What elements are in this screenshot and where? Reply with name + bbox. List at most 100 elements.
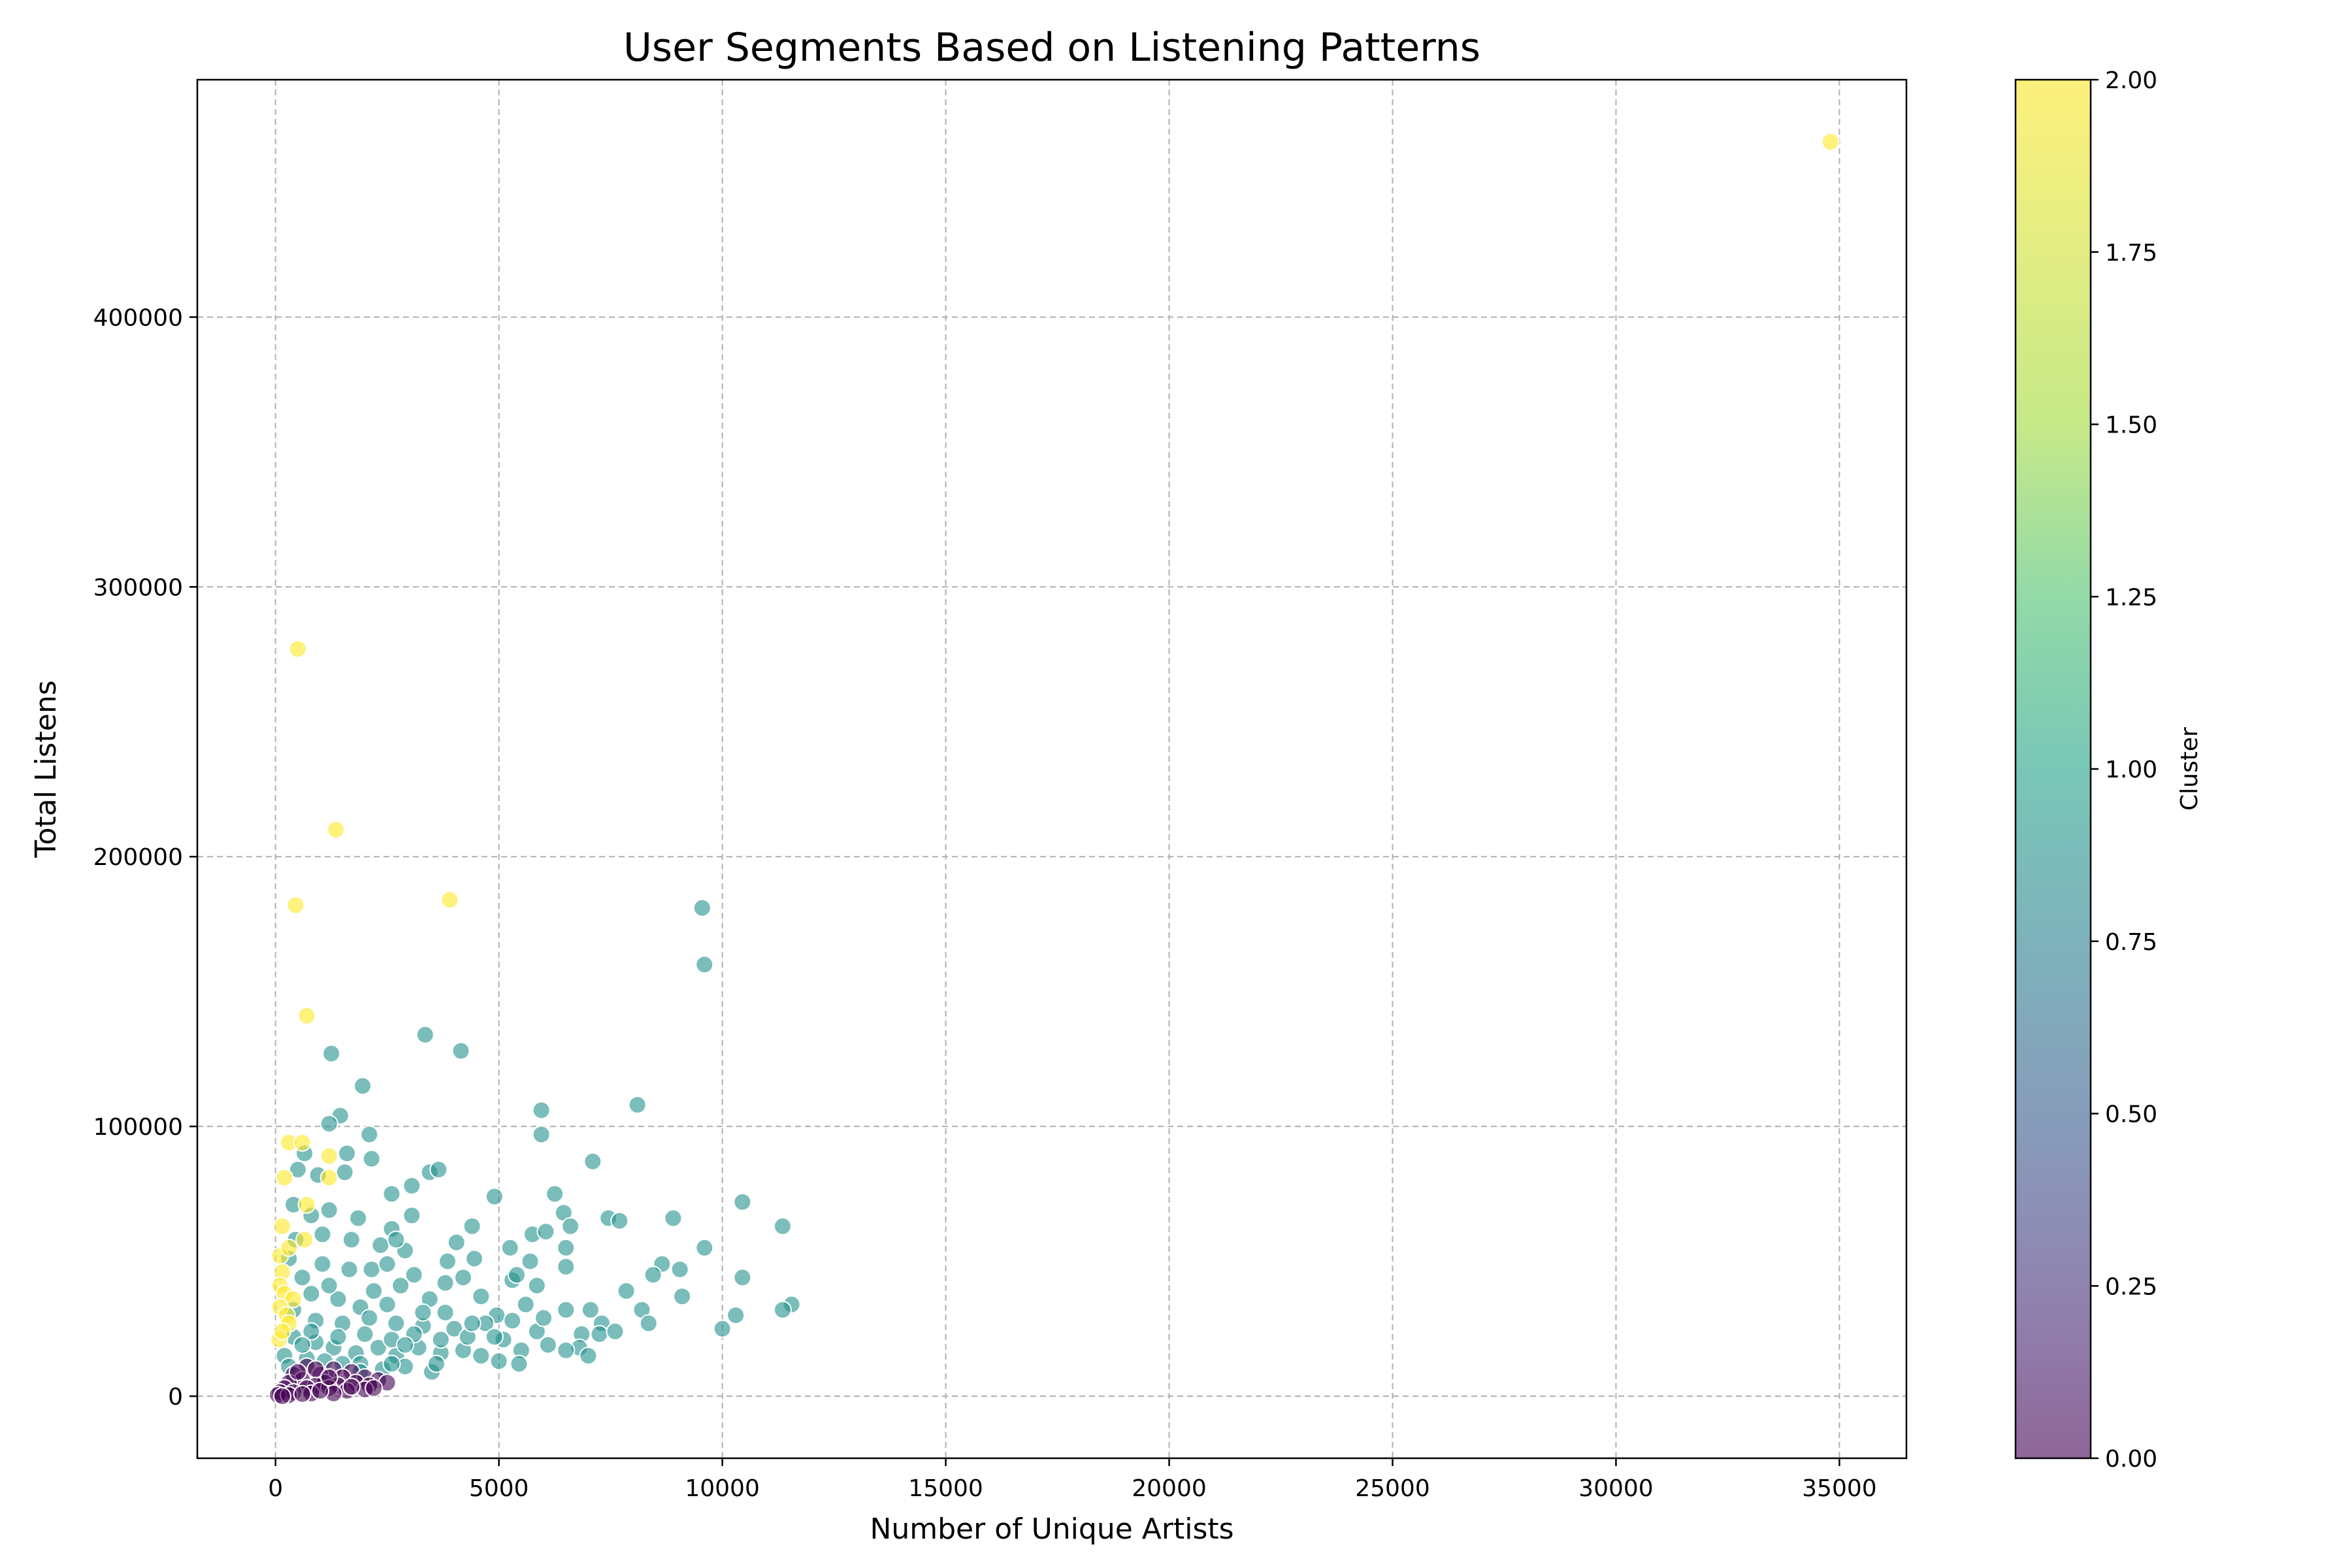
y-tick-label: 200000 bbox=[93, 844, 183, 871]
data-point-cluster-1 bbox=[438, 1252, 457, 1271]
plot-frame bbox=[196, 78, 1908, 1460]
data-point-cluster-1 bbox=[489, 1352, 508, 1371]
data-point-cluster-0 bbox=[365, 1379, 384, 1397]
data-point-cluster-1 bbox=[329, 1328, 348, 1347]
data-point-cluster-1 bbox=[713, 1319, 732, 1338]
data-point-cluster-0 bbox=[293, 1384, 312, 1403]
data-point-cluster-1 bbox=[606, 1322, 625, 1341]
data-point-cluster-1 bbox=[329, 1290, 348, 1309]
data-point-cluster-1 bbox=[365, 1281, 384, 1300]
data-point-cluster-1 bbox=[302, 1322, 321, 1341]
data-point-cluster-1 bbox=[463, 1217, 482, 1235]
data-point-cluster-2 bbox=[284, 1290, 303, 1309]
data-point-cluster-1 bbox=[546, 1184, 564, 1203]
data-point-cluster-1 bbox=[581, 1300, 600, 1319]
x-tick-label: 30000 bbox=[1578, 1475, 1654, 1502]
data-point-cluster-2 bbox=[297, 1006, 316, 1025]
data-point-cluster-1 bbox=[610, 1211, 629, 1230]
data-point-cluster-1 bbox=[445, 1319, 464, 1338]
data-point-cluster-1 bbox=[557, 1257, 576, 1276]
data-point-cluster-1 bbox=[536, 1222, 555, 1241]
colorbar-tick-label: 0.25 bbox=[2105, 1273, 2157, 1300]
data-point-cluster-0 bbox=[306, 1360, 325, 1379]
data-point-cluster-2 bbox=[327, 820, 346, 839]
data-point-cluster-1 bbox=[644, 1266, 662, 1284]
data-point-cluster-1 bbox=[557, 1238, 576, 1257]
data-point-cluster-1 bbox=[391, 1276, 410, 1295]
data-point-cluster-1 bbox=[583, 1152, 602, 1171]
data-point-cluster-0 bbox=[311, 1381, 330, 1400]
data-point-cluster-1 bbox=[670, 1260, 689, 1279]
data-point-cluster-1 bbox=[451, 1041, 470, 1060]
data-point-cluster-1 bbox=[532, 1101, 551, 1120]
data-point-cluster-2 bbox=[272, 1322, 291, 1341]
data-point-cluster-1 bbox=[534, 1309, 553, 1328]
data-point-cluster-1 bbox=[500, 1238, 519, 1257]
data-point-cluster-1 bbox=[485, 1328, 504, 1347]
data-point-cluster-1 bbox=[319, 1201, 338, 1220]
colorbar-gradient bbox=[2016, 80, 2091, 1458]
data-point-cluster-0 bbox=[342, 1377, 361, 1396]
data-point-cluster-2 bbox=[272, 1217, 291, 1235]
data-point-cluster-1 bbox=[313, 1254, 332, 1273]
x-axis-ticks: 0 5000 10000 15000 20000 25000 30000 35000 bbox=[268, 1458, 1877, 1502]
data-point-cluster-1 bbox=[342, 1230, 361, 1249]
colorbar-tick-label: 1.50 bbox=[2105, 412, 2157, 439]
data-point-cluster-1 bbox=[508, 1266, 527, 1284]
data-point-cluster-1 bbox=[353, 1077, 372, 1096]
data-point-cluster-1 bbox=[378, 1295, 397, 1314]
x-axis-label: Number of Unique Artists bbox=[870, 1512, 1233, 1546]
data-point-cluster-1 bbox=[414, 1303, 433, 1322]
data-point-cluster-1 bbox=[695, 1238, 714, 1257]
data-point-cluster-1 bbox=[695, 955, 714, 974]
data-point-cluster-1 bbox=[429, 1160, 448, 1179]
data-point-cluster-1 bbox=[436, 1273, 455, 1292]
colorbar-tick-label: 1.00 bbox=[2105, 757, 2157, 783]
x-tick-label: 15000 bbox=[908, 1475, 983, 1502]
x-tick-label: 35000 bbox=[1802, 1475, 1877, 1502]
data-point-cluster-1 bbox=[463, 1314, 482, 1333]
data-point-cluster-1 bbox=[532, 1125, 551, 1144]
data-point-cluster-2 bbox=[440, 890, 459, 909]
data-point-cluster-1 bbox=[427, 1354, 446, 1373]
data-point-cluster-1 bbox=[510, 1354, 529, 1373]
data-point-cluster-1 bbox=[416, 1025, 434, 1044]
y-tick-label: 300000 bbox=[93, 574, 183, 601]
colorbar-tick-label: 0.50 bbox=[2105, 1102, 2157, 1128]
data-point-cluster-1 bbox=[472, 1287, 491, 1306]
data-point-cluster-2 bbox=[293, 1133, 312, 1152]
data-point-cluster-1 bbox=[733, 1192, 752, 1211]
colorbar-tick-label: 2.00 bbox=[2105, 67, 2157, 94]
y-axis-label: Total Listens bbox=[29, 680, 63, 858]
data-point-cluster-1 bbox=[368, 1338, 387, 1357]
x-tick-label: 20000 bbox=[1132, 1475, 1207, 1502]
data-point-cluster-1 bbox=[557, 1300, 576, 1319]
data-point-cluster-1 bbox=[516, 1295, 535, 1314]
data-point-cluster-1 bbox=[693, 898, 711, 917]
data-point-cluster-1 bbox=[557, 1341, 576, 1360]
data-point-cluster-1 bbox=[371, 1235, 390, 1254]
data-point-cluster-2 bbox=[1821, 132, 1840, 151]
data-points bbox=[269, 132, 1840, 1406]
data-point-cluster-1 bbox=[319, 1276, 338, 1295]
data-point-cluster-2 bbox=[297, 1195, 316, 1214]
data-point-cluster-1 bbox=[362, 1149, 381, 1168]
data-point-cluster-1 bbox=[404, 1266, 423, 1284]
data-point-cluster-1 bbox=[322, 1044, 341, 1063]
colorbar-tick-label: 0.75 bbox=[2105, 929, 2157, 956]
y-tick-label: 400000 bbox=[93, 304, 183, 331]
y-tick-label: 0 bbox=[168, 1384, 183, 1411]
data-point-cluster-1 bbox=[617, 1281, 636, 1300]
data-point-cluster-2 bbox=[280, 1238, 299, 1257]
data-point-cluster-1 bbox=[521, 1252, 540, 1271]
data-point-cluster-2 bbox=[295, 1230, 314, 1249]
colorbar-label: Cluster bbox=[2176, 727, 2203, 811]
data-point-cluster-1 bbox=[360, 1309, 379, 1328]
y-tick-label: 100000 bbox=[93, 1114, 183, 1141]
colorbar-ticks: 0.00 0.25 0.50 0.75 1.00 1.25 1.50 1.75 2.00 bbox=[2091, 67, 2157, 1473]
data-point-cluster-1 bbox=[378, 1254, 397, 1273]
data-point-cluster-1 bbox=[436, 1303, 455, 1322]
data-point-cluster-1 bbox=[349, 1209, 368, 1228]
data-point-cluster-1 bbox=[340, 1260, 359, 1279]
